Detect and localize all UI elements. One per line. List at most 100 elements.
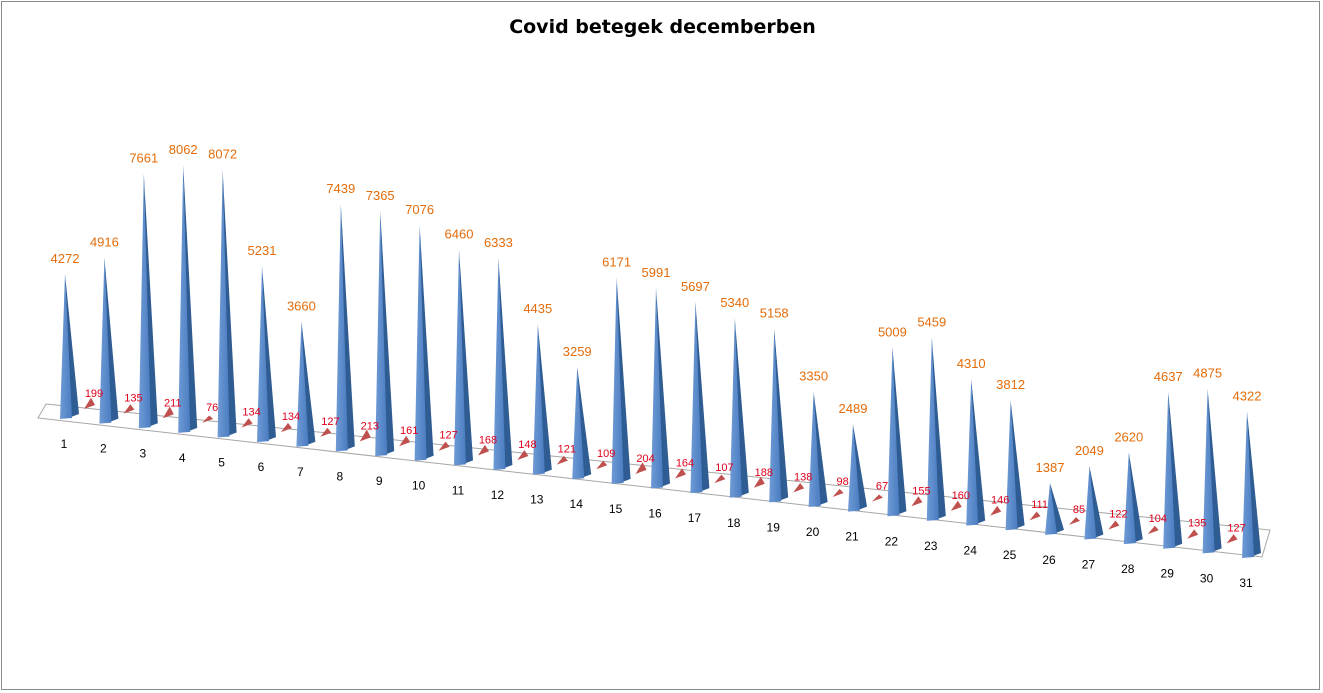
- x-tick-label-23: 23: [924, 539, 938, 553]
- x-tick-label-25: 25: [1003, 548, 1017, 562]
- series1-data-label-4: 8062: [169, 142, 198, 157]
- series1-mark-side-6: [262, 266, 276, 441]
- chart-title: Covid betegek decemberben: [509, 16, 816, 38]
- series2-data-label-29: 135: [1188, 518, 1206, 530]
- series1-mark-side-28: [1128, 452, 1143, 543]
- series1-mark-19: [769, 328, 782, 503]
- series1-mark-side-14: [577, 366, 592, 478]
- series2-mark-12: [517, 450, 529, 460]
- series2-data-label-15: 204: [636, 453, 654, 465]
- series2-data-label-1: 199: [85, 388, 103, 400]
- series1-mark-side-29: [1168, 391, 1183, 547]
- series1-mark-side-18: [734, 318, 749, 496]
- series1-data-label-16: 5991: [642, 265, 671, 280]
- series2-data-label-24: 146: [991, 495, 1009, 507]
- series2-data-label-20: 98: [836, 476, 848, 488]
- series1-mark-18: [729, 318, 742, 498]
- x-tick-label-1: 1: [61, 437, 68, 451]
- series1-mark-4: [178, 165, 191, 433]
- series1-mark-23: [926, 337, 939, 521]
- series1-mark-8: [335, 203, 348, 452]
- series1-mark-5: [217, 169, 230, 438]
- series1-data-label-25: 3812: [996, 377, 1025, 392]
- series2-data-label-11: 168: [479, 434, 497, 446]
- series1-mark-side-13: [537, 324, 552, 473]
- series1-mark-side-3: [143, 173, 158, 427]
- series1-data-label-21: 2489: [839, 401, 868, 416]
- series2-data-label-30: 127: [1227, 522, 1245, 534]
- series1-mark-28: [1123, 452, 1136, 545]
- series1-data-label-31: 4322: [1233, 388, 1262, 403]
- series1-mark-side-9: [380, 210, 395, 455]
- series1-mark-side-20: [813, 391, 828, 506]
- series1-data-label-8: 7439: [326, 181, 355, 196]
- series2-data-label-19: 138: [794, 471, 812, 483]
- series1-mark-26: [1045, 482, 1057, 535]
- series1-data-label-20: 3350: [799, 369, 828, 384]
- series2-data-label-14: 109: [597, 448, 615, 460]
- series1-data-label-10: 7076: [405, 202, 434, 217]
- series1-mark-22: [887, 347, 900, 517]
- x-tick-label-19: 19: [767, 520, 781, 534]
- series1-data-label-23: 5459: [917, 314, 946, 329]
- series2-data-label-27: 122: [1109, 508, 1127, 520]
- series1-mark-side-12: [498, 258, 513, 468]
- series2-mark-24: [990, 505, 1002, 516]
- series1-mark-11: [454, 249, 466, 466]
- series2-mark-8: [359, 429, 371, 442]
- series1-mark-15: [611, 277, 624, 484]
- series1-data-label-13: 4435: [523, 301, 552, 316]
- series1-mark-27: [1084, 466, 1097, 540]
- series2-data-label-28: 104: [1149, 513, 1167, 525]
- series1-mark-20: [808, 391, 821, 508]
- series1-data-label-5: 8072: [208, 147, 237, 162]
- series1-mark-17: [690, 301, 703, 494]
- series1-mark-side-25: [1010, 399, 1025, 529]
- series1-mark-12: [493, 258, 506, 470]
- series2-mark-15: [635, 462, 647, 474]
- x-tick-label-10: 10: [412, 479, 426, 493]
- x-tick-label-4: 4: [179, 451, 186, 465]
- series2-data-label-12: 148: [518, 439, 536, 451]
- series1-mark-7: [296, 321, 309, 447]
- series2-data-label-17: 107: [715, 462, 733, 474]
- series1-mark-21: [848, 424, 860, 512]
- series1-data-label-26: 1387: [1036, 460, 1065, 475]
- series1-data-label-19: 5158: [760, 306, 789, 321]
- series2-data-label-8: 213: [361, 420, 379, 432]
- x-tick-label-11: 11: [452, 483, 465, 497]
- x-tick-label-12: 12: [491, 488, 505, 502]
- series2-data-label-4: 76: [206, 402, 218, 414]
- series2-mark-1: [84, 397, 95, 409]
- series2-data-label-18: 188: [755, 467, 773, 479]
- series1-mark-side-21: [853, 424, 867, 510]
- series2-mark-7: [320, 427, 332, 437]
- series2-mark-27: [1108, 520, 1120, 530]
- x-tick-label-8: 8: [336, 469, 343, 483]
- series1-data-label-28: 2620: [1114, 429, 1143, 444]
- series1-data-label-27: 2049: [1075, 443, 1104, 458]
- series1-mark-3: [138, 173, 151, 429]
- series1-mark-side-15: [616, 277, 631, 482]
- series1-mark-16: [651, 287, 663, 489]
- x-tick-label-7: 7: [297, 465, 304, 479]
- series1-mark-25: [1005, 399, 1018, 531]
- series2-mark-23: [950, 500, 962, 511]
- series1-mark-6: [257, 266, 269, 443]
- series2-mark-5: [241, 418, 253, 428]
- series2-mark-30: [1226, 534, 1238, 544]
- series1-mark-24: [966, 379, 979, 526]
- series1-mark-1: [60, 273, 72, 419]
- series1-mark-side-7: [301, 321, 316, 445]
- series1-data-label-9: 7365: [366, 188, 395, 203]
- series2-mark-17: [714, 474, 726, 484]
- x-tick-label-2: 2: [100, 442, 107, 456]
- x-tick-label-9: 9: [376, 474, 383, 488]
- series1-data-label-18: 5340: [720, 295, 749, 310]
- x-tick-label-31: 31: [1239, 576, 1253, 590]
- series1-mark-side-2: [104, 257, 119, 422]
- series1-data-label-7: 3660: [287, 298, 316, 313]
- series2-mark-22: [911, 496, 923, 507]
- series2-data-label-9: 161: [400, 425, 418, 437]
